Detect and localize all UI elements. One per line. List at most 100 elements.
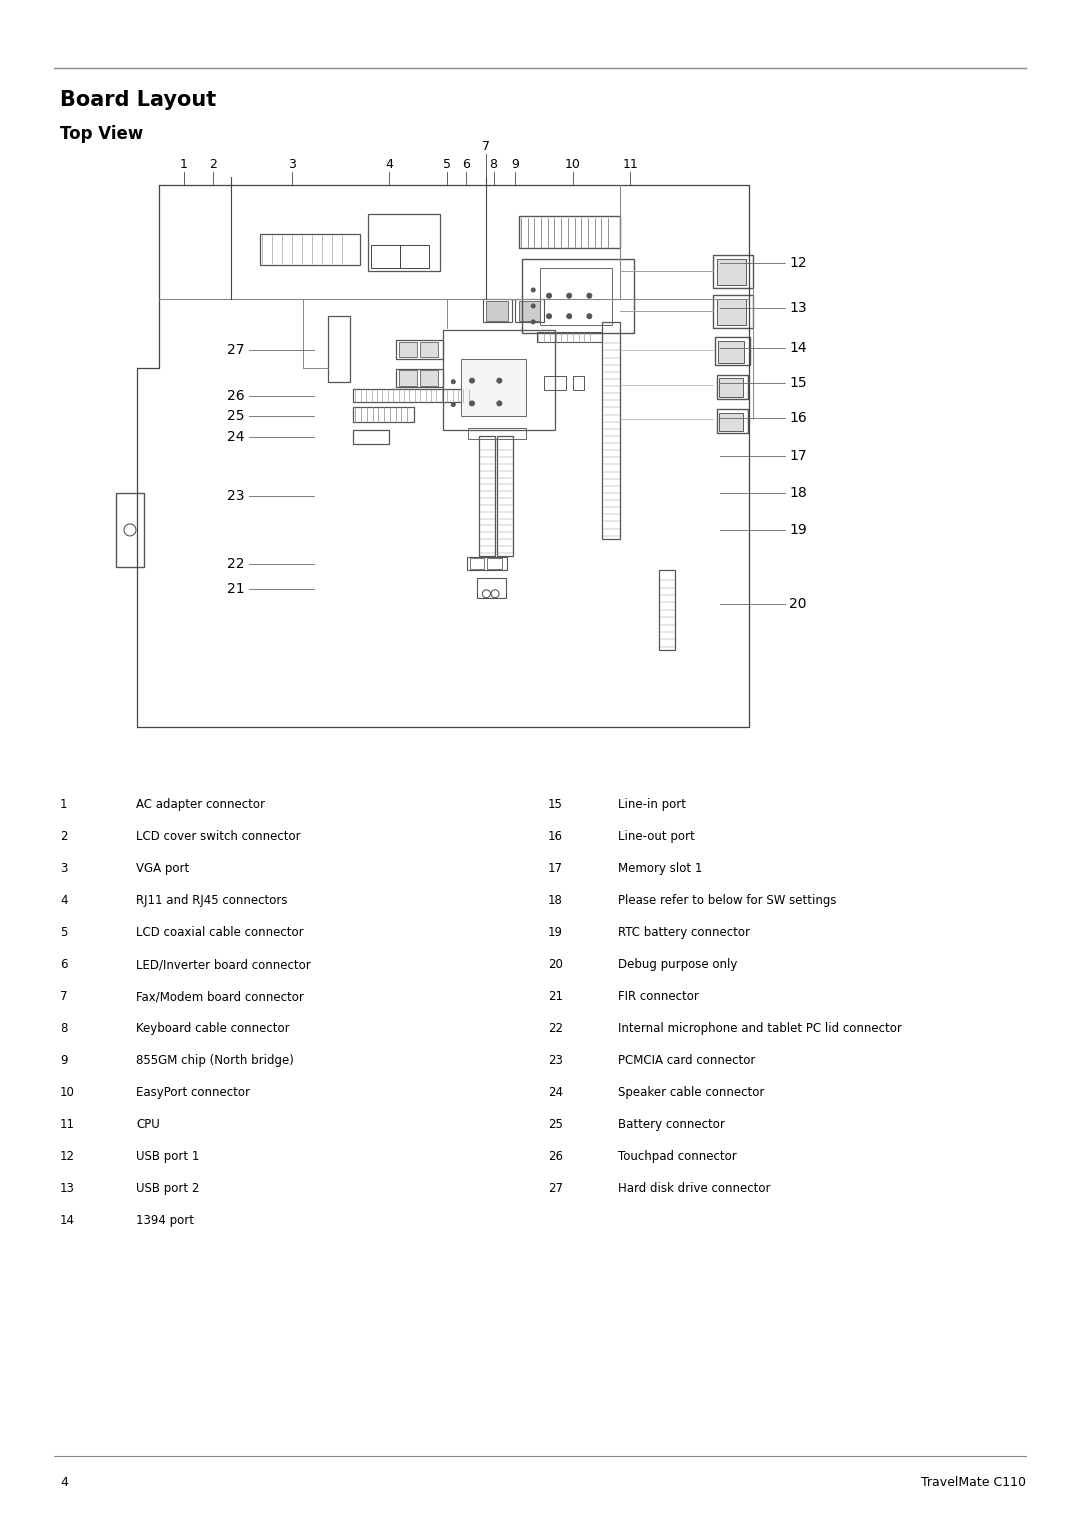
Text: Fax/Modem board connector: Fax/Modem board connector: [136, 990, 303, 1002]
Text: 8: 8: [60, 1022, 67, 1034]
Circle shape: [546, 313, 552, 319]
Text: Line-out port: Line-out port: [618, 830, 694, 843]
Text: 22: 22: [548, 1022, 563, 1034]
Bar: [443, 330, 555, 431]
Bar: [353, 431, 389, 445]
Text: Board Layout: Board Layout: [60, 90, 216, 110]
Bar: [497, 435, 513, 556]
Text: 16: 16: [548, 830, 563, 843]
Text: Battery connector: Battery connector: [618, 1118, 725, 1131]
Bar: [717, 410, 748, 432]
Bar: [717, 299, 745, 325]
Text: 24: 24: [227, 429, 245, 445]
Text: 12: 12: [789, 255, 807, 269]
Text: 19: 19: [548, 926, 563, 940]
Text: 14: 14: [60, 1215, 75, 1227]
Bar: [480, 435, 495, 556]
Text: RJ11 and RJ45 connectors: RJ11 and RJ45 connectors: [136, 894, 287, 908]
Bar: [483, 299, 512, 322]
Bar: [399, 370, 417, 385]
Text: 2: 2: [208, 157, 217, 171]
Circle shape: [586, 293, 592, 298]
Bar: [486, 301, 508, 321]
Bar: [518, 217, 620, 248]
Text: Hard disk drive connector: Hard disk drive connector: [618, 1183, 770, 1195]
Text: 18: 18: [548, 894, 563, 908]
Bar: [715, 338, 750, 365]
Text: Keyboard cable connector: Keyboard cable connector: [136, 1022, 289, 1034]
Text: 20: 20: [548, 958, 563, 970]
Text: 27: 27: [227, 344, 245, 358]
Bar: [659, 570, 675, 649]
Text: FIR connector: FIR connector: [618, 990, 699, 1002]
Text: 21: 21: [227, 582, 245, 596]
Text: Please refer to below for SW settings: Please refer to below for SW settings: [618, 894, 837, 908]
Text: 8: 8: [489, 157, 498, 171]
Text: 12: 12: [60, 1151, 75, 1163]
Text: LED/Inverter board connector: LED/Inverter board connector: [136, 958, 311, 970]
Text: CPU: CPU: [136, 1118, 160, 1131]
Bar: [544, 376, 566, 390]
Text: 23: 23: [548, 1054, 563, 1067]
Bar: [719, 379, 743, 397]
Bar: [540, 267, 612, 325]
Text: Debug purpose only: Debug purpose only: [618, 958, 738, 970]
Text: 1: 1: [180, 157, 188, 171]
Text: 3: 3: [288, 157, 296, 171]
Text: 13: 13: [60, 1183, 75, 1195]
Text: 5: 5: [60, 926, 67, 940]
Text: 15: 15: [548, 798, 563, 811]
Text: 21: 21: [548, 990, 563, 1002]
Text: 4: 4: [60, 894, 67, 908]
Text: Speaker cable connector: Speaker cable connector: [618, 1086, 765, 1099]
Bar: [718, 341, 744, 364]
Bar: [713, 295, 753, 327]
Bar: [353, 408, 415, 422]
Text: 17: 17: [548, 862, 563, 876]
Bar: [537, 332, 602, 342]
Text: Memory slot 1: Memory slot 1: [618, 862, 702, 876]
Circle shape: [470, 400, 474, 406]
Text: 855GM chip (North bridge): 855GM chip (North bridge): [136, 1054, 294, 1067]
Bar: [353, 390, 480, 402]
Text: 10: 10: [565, 157, 581, 171]
Bar: [420, 342, 438, 358]
Bar: [396, 341, 443, 359]
Circle shape: [567, 293, 571, 298]
Bar: [328, 316, 350, 382]
Circle shape: [531, 319, 536, 324]
Bar: [487, 558, 501, 568]
Bar: [400, 244, 429, 267]
Circle shape: [497, 400, 502, 406]
Bar: [523, 260, 634, 333]
Bar: [259, 234, 361, 264]
Text: 14: 14: [789, 341, 807, 354]
Text: 19: 19: [789, 523, 807, 536]
Bar: [470, 558, 484, 568]
Text: 13: 13: [789, 301, 807, 315]
Bar: [461, 359, 526, 416]
Bar: [372, 244, 400, 267]
Bar: [572, 376, 583, 390]
Text: 5: 5: [443, 157, 450, 171]
Text: 9: 9: [60, 1054, 67, 1067]
Text: 9: 9: [511, 157, 519, 171]
Text: Line-in port: Line-in port: [618, 798, 686, 811]
Text: 25: 25: [548, 1118, 563, 1131]
Text: 4: 4: [60, 1476, 68, 1488]
Text: 4: 4: [386, 157, 393, 171]
Bar: [116, 494, 145, 567]
Text: PCMCIA card connector: PCMCIA card connector: [618, 1054, 755, 1067]
Text: USB port 2: USB port 2: [136, 1183, 200, 1195]
Text: 2: 2: [60, 830, 67, 843]
Bar: [477, 579, 505, 599]
Bar: [518, 301, 540, 321]
Text: 6: 6: [462, 157, 470, 171]
Bar: [602, 322, 620, 538]
Text: 11: 11: [622, 157, 638, 171]
Circle shape: [451, 380, 456, 384]
Text: 18: 18: [789, 486, 807, 500]
Text: 27: 27: [548, 1183, 563, 1195]
Text: 26: 26: [227, 390, 245, 403]
Bar: [420, 370, 438, 385]
